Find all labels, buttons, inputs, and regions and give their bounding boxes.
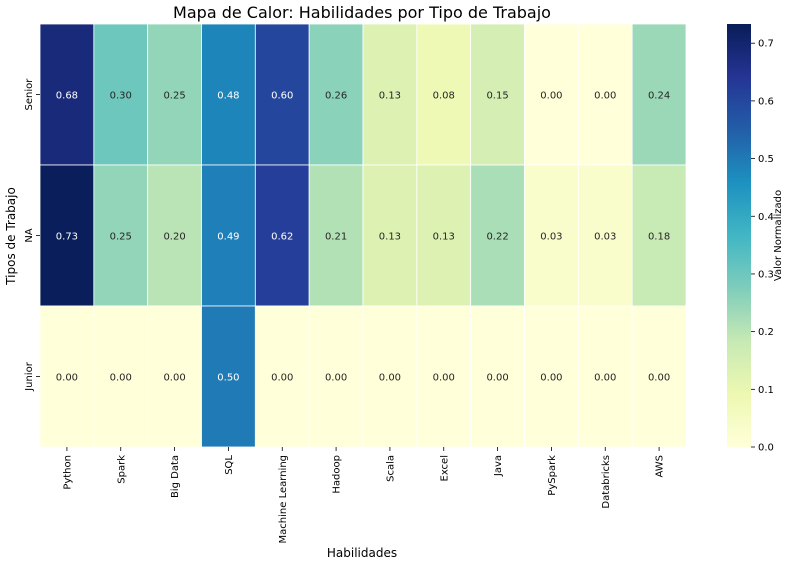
- colorbar-tick-label: 0.1: [758, 385, 774, 396]
- heatmap-cell-senior-excel: [416, 23, 472, 166]
- heatmap-cell-na-excel: [416, 164, 472, 307]
- cell-value-label: 0.00: [486, 373, 508, 384]
- cell-value-label: 0.48: [217, 91, 239, 102]
- colorbar-gradient: [727, 24, 751, 447]
- cell-value-label: 0.50: [217, 373, 239, 384]
- heatmap-cell-na-pyspark: [524, 164, 579, 307]
- heatmap-cell-na-python: [39, 164, 95, 307]
- colorbar-tick-label: 0.2: [758, 327, 774, 338]
- chart-title: Mapa de Calor: Habilidades por Tipo de T…: [173, 3, 551, 22]
- heatmap-cell-junior-databricks: [577, 305, 633, 448]
- x-axis: Python Spark Big Data SQL Machine Learning Ha…: [62, 447, 666, 543]
- cell-value-label: 0.24: [648, 91, 670, 102]
- cell-value-label: 0.08: [433, 91, 455, 102]
- colorbar-tick-label: 0.0: [758, 443, 774, 454]
- cell-value-label: 0.00: [433, 373, 455, 384]
- cell-value-label: 0.00: [56, 373, 78, 384]
- x-tick-label-hadoop: Hadoop: [332, 455, 343, 494]
- cell-value-label: 0.18: [648, 232, 670, 243]
- cell-value-label: 0.00: [271, 373, 293, 384]
- colorbar: 0.0 0.1 0.2 0.3 0.4 0.5 0.6 0.7 Valor Normaliza…: [727, 24, 784, 454]
- cell-value-label: 0.22: [486, 232, 508, 243]
- cell-value-label: 0.03: [540, 232, 562, 243]
- colorbar-tick-label: 0.3: [758, 269, 774, 280]
- y-tick-label-junior: Junior: [24, 361, 35, 392]
- heatmap-cell-senior-aws: [631, 23, 687, 166]
- colorbar-label: Valor Normalizado: [773, 190, 784, 281]
- heatmap-cell-senior-pyspark: [524, 23, 579, 166]
- cell-value-label: 0.03: [594, 232, 616, 243]
- heatmap-cell-junior-machine-learning: [254, 305, 310, 448]
- x-axis-label: Habilidades: [327, 546, 397, 560]
- cell-value-label: 0.00: [110, 373, 132, 384]
- y-axis-label: Tipos de Trabajo: [4, 187, 18, 286]
- cell-value-label: 0.20: [163, 232, 185, 243]
- x-tick-label-scala: Scala: [385, 455, 396, 482]
- y-tick-label-senior: Senior: [24, 78, 35, 111]
- x-tick-label-sql: SQL: [224, 455, 235, 475]
- cell-value-label: 0.13: [379, 91, 401, 102]
- y-axis: Senior NA Junior: [24, 78, 40, 392]
- cell-value-label: 0.25: [110, 232, 132, 243]
- heatmap-cell-junior-scala: [362, 305, 418, 448]
- heatmap-cell-senior-machine-learning: [254, 23, 310, 166]
- x-tick-label-excel: Excel: [439, 455, 450, 482]
- heatmap-cell-senior-hadoop: [308, 23, 364, 166]
- colorbar-tick-label: 0.6: [758, 96, 774, 107]
- heatmap-cell-na-scala: [362, 164, 418, 307]
- heatmap-cell-na-big-data: [147, 164, 202, 307]
- heatmap-cell-senior-big-data: [147, 23, 202, 166]
- x-tick-label-java: Java: [493, 455, 504, 477]
- cell-value-label: 0.62: [271, 232, 293, 243]
- colorbar-tick-label: 0.4: [758, 212, 774, 223]
- x-tick-label-python: Python: [62, 455, 73, 490]
- cell-value-label: 0.00: [594, 373, 616, 384]
- x-tick-label-spark: Spark: [116, 455, 127, 484]
- cell-value-label: 0.49: [217, 232, 239, 243]
- colorbar-tick-label: 0.7: [758, 39, 774, 50]
- x-tick-label-aws: AWS: [655, 455, 666, 478]
- cell-value-label: 0.21: [325, 232, 347, 243]
- heatmap-cell-na-java: [470, 164, 525, 307]
- heatmap-cell-na-aws: [631, 164, 687, 307]
- cell-value-label: 0.26: [325, 91, 347, 102]
- cell-value-label: 0.68: [56, 91, 78, 102]
- heatmap-cell-na-sql: [201, 164, 256, 307]
- cell-value-label: 0.00: [540, 91, 562, 102]
- x-tick-label-pyspark: PySpark: [547, 455, 558, 496]
- heatmap-cell-na-hadoop: [308, 164, 364, 307]
- cell-value-label: 0.00: [540, 373, 562, 384]
- x-tick-label-big-data: Big Data: [170, 455, 181, 498]
- colorbar-tick-label: 0.5: [758, 154, 774, 165]
- heatmap-cell-na-spark: [93, 164, 149, 307]
- y-tick-label-na: NA: [24, 228, 35, 242]
- cell-value-label: 0.30: [110, 91, 132, 102]
- cell-value-label: 0.25: [163, 91, 185, 102]
- heatmap-cell-senior-spark: [93, 23, 149, 166]
- cell-value-label: 0.60: [271, 91, 293, 102]
- heatmap-cell-senior-python: [39, 23, 95, 166]
- cell-value-label: 0.00: [379, 373, 401, 384]
- x-tick-label-databricks: Databricks: [601, 455, 612, 509]
- cell-value-label: 0.13: [379, 232, 401, 243]
- heatmap-cell-junior-sql: [201, 305, 256, 448]
- cell-value-label: 0.00: [594, 91, 616, 102]
- cell-value-label: 0.00: [648, 373, 670, 384]
- cell-value-label: 0.13: [433, 232, 455, 243]
- heatmap-cell-junior-python: [39, 305, 95, 448]
- heatmap-cell-na-databricks: [577, 164, 633, 307]
- heatmap-cell-na-machine-learning: [254, 164, 310, 307]
- heatmap-cell-junior-aws: [631, 305, 687, 448]
- x-tick-label-machine-learning: Machine Learning: [278, 455, 289, 543]
- heatmap-cell-labels: 0.68 0.30 0.25 0.48 0.60 0.26 0.13 0.08 0.15 0.00…: [56, 91, 670, 384]
- heatmap-cell-senior-sql: [201, 23, 256, 166]
- cell-value-label: 0.00: [325, 373, 347, 384]
- colorbar-ticks: 0.0 0.1 0.2 0.3 0.4 0.5 0.6 0.7: [751, 39, 774, 454]
- cell-value-label: 0.73: [56, 232, 78, 243]
- heatmap-cells: [39, 23, 687, 448]
- cell-value-label: 0.15: [486, 91, 508, 102]
- cell-value-label: 0.00: [163, 373, 185, 384]
- heatmap-cell-junior-big-data: [147, 305, 202, 448]
